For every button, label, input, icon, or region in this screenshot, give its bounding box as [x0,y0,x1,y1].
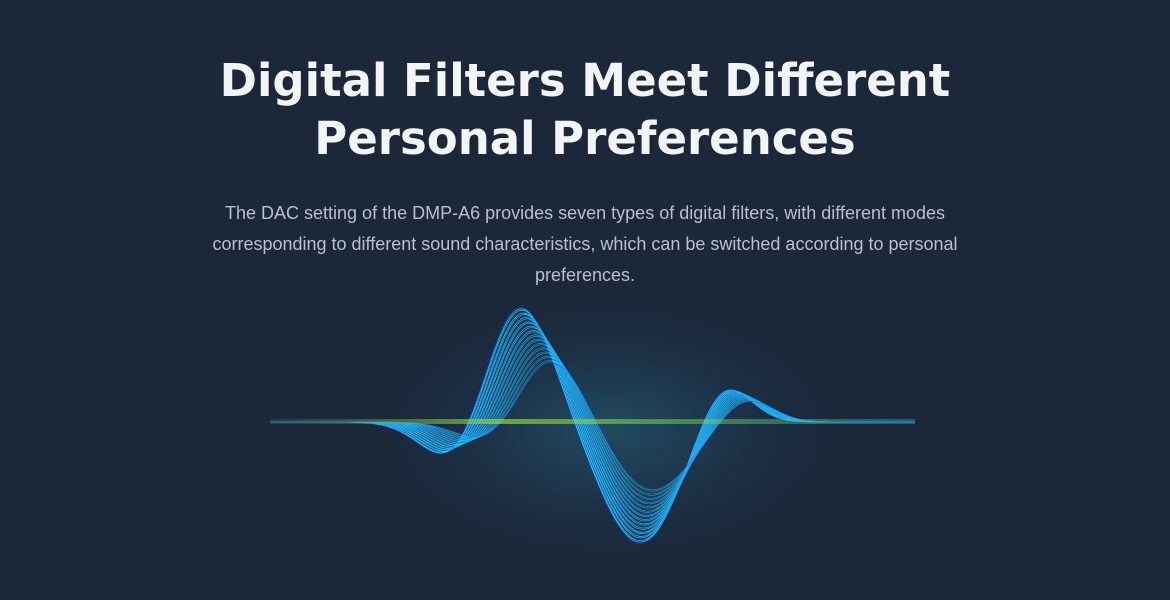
title-line-2: Personal Preferences [314,112,856,165]
wave-line [270,348,915,503]
section-description: The DAC setting of the DMP-A6 provides s… [212,203,958,285]
wave-baseline [270,419,915,424]
wave-glow [380,300,840,560]
title-line-1: Digital Filters Meet Different [219,54,951,107]
wave-curves [270,307,915,544]
section-title: Digital Filters Meet Different Personal … [0,52,1170,168]
